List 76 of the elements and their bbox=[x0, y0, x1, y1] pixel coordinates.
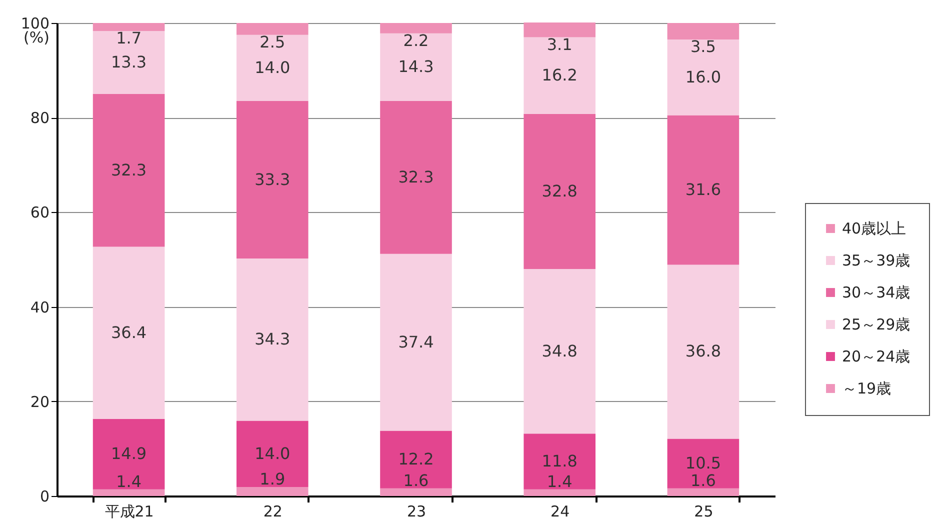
bar bbox=[92, 23, 165, 32]
legend-label: 30～34歳 bbox=[842, 284, 910, 302]
y-tick-label: 0 bbox=[40, 488, 50, 506]
bar bbox=[92, 31, 165, 94]
data-label: 12.2 bbox=[398, 450, 434, 469]
data-label: 16.2 bbox=[542, 66, 578, 85]
x-tick-label: 23 bbox=[406, 502, 426, 520]
data-label: 36.4 bbox=[110, 322, 147, 342]
bar bbox=[667, 438, 740, 488]
bar bbox=[380, 101, 452, 254]
bar bbox=[667, 264, 740, 439]
data-label: 16.0 bbox=[685, 67, 722, 86]
bar bbox=[92, 489, 165, 496]
data-label: 11.8 bbox=[542, 451, 578, 470]
legend-label: 25～29歳 bbox=[842, 316, 910, 334]
data-label: 32.3 bbox=[398, 167, 434, 186]
data-label: 14.0 bbox=[254, 444, 290, 463]
data-label: 32.8 bbox=[542, 181, 578, 200]
bar bbox=[667, 115, 740, 265]
data-label: 14.9 bbox=[110, 444, 147, 464]
bar bbox=[380, 33, 452, 102]
bar bbox=[524, 37, 596, 114]
bar bbox=[236, 101, 308, 259]
bar bbox=[667, 40, 740, 116]
bar bbox=[524, 22, 596, 38]
bar bbox=[380, 254, 452, 431]
data-label: 34.8 bbox=[542, 341, 578, 360]
bar bbox=[92, 418, 165, 490]
bar bbox=[380, 430, 452, 488]
bar bbox=[380, 488, 452, 496]
data-label: 1.6 bbox=[403, 470, 429, 490]
legend-label: 40歳以上 bbox=[842, 220, 906, 238]
data-label: 2.2 bbox=[403, 30, 429, 50]
data-label: 3.5 bbox=[690, 37, 716, 56]
legend-label: 20～24歳 bbox=[842, 348, 910, 366]
data-label: 14.3 bbox=[398, 57, 434, 76]
x-tick-label: 24 bbox=[550, 502, 570, 520]
bar bbox=[92, 246, 165, 419]
bar bbox=[524, 489, 596, 496]
bar bbox=[92, 94, 165, 247]
data-label: 10.5 bbox=[685, 454, 722, 473]
bar bbox=[236, 34, 308, 102]
data-label: 36.8 bbox=[685, 342, 722, 361]
data-label: 1.4 bbox=[116, 472, 142, 491]
legend-label: 35～39歳 bbox=[842, 252, 910, 270]
bar bbox=[524, 434, 596, 490]
bar bbox=[236, 420, 308, 488]
x-tick-label: 22 bbox=[263, 502, 282, 520]
data-label: 14.0 bbox=[254, 58, 290, 77]
data-label: 34.3 bbox=[254, 330, 290, 349]
x-tick-label: 25 bbox=[694, 502, 714, 520]
bar bbox=[667, 23, 740, 40]
data-label: 13.3 bbox=[110, 52, 147, 72]
bar bbox=[524, 268, 596, 434]
data-label: 32.3 bbox=[110, 160, 147, 180]
y-tick-label: 20 bbox=[30, 392, 50, 411]
data-label: 33.3 bbox=[254, 170, 290, 189]
data-label: 1.4 bbox=[546, 472, 572, 491]
bar bbox=[236, 487, 308, 496]
bar bbox=[380, 23, 452, 34]
data-label: 1.6 bbox=[690, 470, 716, 490]
data-label: 1.9 bbox=[260, 469, 286, 488]
y-tick-label: 60 bbox=[30, 204, 50, 222]
bar bbox=[667, 488, 740, 496]
data-label: 1.7 bbox=[116, 28, 142, 48]
bar bbox=[236, 258, 308, 421]
bar bbox=[236, 23, 308, 35]
legend-label: ～19歳 bbox=[842, 380, 892, 398]
data-label: 2.5 bbox=[260, 32, 286, 52]
y-tick-label: 80 bbox=[30, 109, 50, 128]
x-tick-label: 平成21 bbox=[104, 502, 154, 520]
data-label: 31.6 bbox=[685, 180, 722, 199]
bar bbox=[524, 114, 596, 269]
y-tick-label: 40 bbox=[30, 298, 50, 316]
data-label: 3.1 bbox=[546, 34, 572, 54]
data-label: 37.4 bbox=[398, 332, 434, 352]
